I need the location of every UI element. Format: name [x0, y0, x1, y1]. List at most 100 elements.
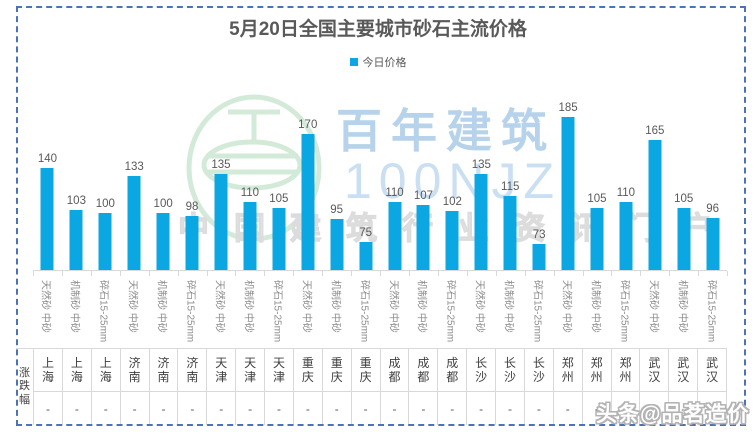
change-cell[interactable]: -: [334, 401, 339, 416]
tick: [34, 271, 63, 276]
legend-swatch-icon: [349, 58, 358, 66]
city-cell[interactable]: 上海: [62, 349, 91, 392]
change-cell[interactable]: -: [623, 401, 628, 416]
city-cell[interactable]: 济南: [149, 349, 178, 392]
x-axis-label: 碎石15-25mm: [705, 280, 717, 343]
table-row-header[interactable]: 涨跌幅: [16, 349, 34, 425]
tick: [699, 271, 729, 276]
city-cell[interactable]: 郑州: [582, 349, 611, 392]
city-cell[interactable]: 重庆: [322, 349, 351, 392]
bar[interactable]: [561, 117, 575, 270]
change-cell[interactable]: -: [74, 401, 79, 416]
table-column: 济南 -: [120, 349, 150, 425]
change-cell[interactable]: -: [479, 401, 484, 416]
x-axis-label: 机制砂 中砂: [502, 280, 514, 333]
change-cell[interactable]: -: [652, 401, 657, 416]
bar[interactable]: [185, 215, 199, 270]
bar[interactable]: [243, 202, 257, 270]
city-cell[interactable]: 长沙: [496, 349, 524, 392]
bar-slot: 170: [293, 100, 322, 270]
city-cell[interactable]: 济南: [120, 349, 149, 392]
city-cell[interactable]: 重庆: [351, 349, 380, 392]
city-cell[interactable]: 天津: [265, 349, 293, 392]
bar[interactable]: [330, 219, 344, 270]
city-cell[interactable]: 天津: [207, 349, 236, 392]
city-cell[interactable]: 郑州: [553, 349, 582, 392]
city-cell[interactable]: 武汉: [669, 349, 698, 392]
bar-value-label: 98: [185, 200, 199, 213]
city-cell[interactable]: 济南: [178, 349, 207, 392]
bar[interactable]: [127, 175, 141, 270]
table-column: 郑州 -: [611, 349, 641, 425]
legend-label: 今日价格: [362, 57, 407, 69]
change-cell[interactable]: -: [421, 401, 426, 416]
change-cell[interactable]: -: [536, 401, 541, 416]
bar[interactable]: [156, 213, 170, 270]
bar-value-label: 115: [501, 181, 520, 194]
change-cell[interactable]: -: [190, 401, 195, 416]
change-cell[interactable]: -: [103, 401, 108, 416]
tick: [670, 271, 700, 276]
bar[interactable]: [40, 168, 54, 270]
bar[interactable]: [359, 241, 373, 270]
bar[interactable]: [619, 202, 633, 270]
change-cell[interactable]: -: [276, 401, 281, 416]
city-cell[interactable]: 郑州: [611, 349, 640, 392]
city-cell[interactable]: 长沙: [524, 349, 553, 392]
bar[interactable]: [474, 173, 488, 270]
x-axis-label: 机制砂 中砂: [242, 280, 254, 333]
tick: [410, 271, 439, 276]
x-axis-label: 碎石15-25mm: [444, 280, 456, 343]
change-cell[interactable]: -: [507, 401, 512, 416]
change-cell[interactable]: -: [248, 401, 253, 416]
bar[interactable]: [706, 217, 720, 270]
table-column: 天津 -: [236, 349, 265, 425]
change-cell[interactable]: -: [363, 401, 368, 416]
city-cell[interactable]: 成都: [409, 349, 438, 392]
change-cell[interactable]: -: [45, 401, 50, 416]
bar-value-label: 140: [37, 153, 58, 165]
bar-value-label: 110: [616, 187, 636, 199]
bar[interactable]: [503, 196, 517, 270]
bar[interactable]: [272, 207, 286, 270]
tick: [294, 271, 324, 276]
change-cell[interactable]: -: [305, 401, 310, 416]
city-cell[interactable]: 长沙: [467, 349, 495, 392]
bar[interactable]: [69, 209, 83, 270]
bar[interactable]: [590, 207, 604, 270]
change-cell[interactable]: -: [392, 401, 397, 416]
change-cell[interactable]: -: [681, 401, 686, 416]
change-cell[interactable]: -: [710, 401, 715, 416]
bar-value-label: 100: [95, 198, 115, 211]
bar[interactable]: [301, 134, 315, 270]
city-cell[interactable]: 天津: [236, 349, 264, 392]
bar[interactable]: [445, 211, 459, 270]
city-cell[interactable]: 上海: [34, 349, 62, 392]
bar[interactable]: [388, 202, 402, 270]
bar[interactable]: [532, 243, 546, 270]
tick: [468, 271, 497, 276]
x-axis-label: 天然砂 中砂: [387, 280, 399, 333]
change-cell[interactable]: -: [594, 401, 599, 416]
change-cell[interactable]: -: [450, 401, 455, 416]
bar-slot: 133: [120, 100, 149, 270]
city-cell[interactable]: 上海: [91, 349, 120, 392]
city-cell[interactable]: 成都: [438, 349, 467, 392]
city-cell[interactable]: 成都: [380, 349, 409, 392]
change-cell[interactable]: -: [219, 401, 224, 416]
bar[interactable]: [98, 213, 112, 270]
city-cell[interactable]: 武汉: [640, 349, 669, 392]
bar[interactable]: [648, 139, 662, 270]
bar[interactable]: [416, 205, 430, 270]
x-axis-label: 碎石15-25mm: [531, 280, 543, 343]
table-column: 长沙 -: [524, 349, 554, 425]
change-cell[interactable]: -: [132, 401, 137, 416]
bar[interactable]: [677, 207, 691, 270]
change-cell[interactable]: -: [565, 401, 570, 416]
bar[interactable]: [214, 173, 228, 270]
bar-slot: 115: [496, 100, 525, 270]
city-cell[interactable]: 重庆: [293, 349, 322, 392]
city-cell[interactable]: 武汉: [698, 349, 726, 392]
change-cell[interactable]: -: [161, 401, 166, 416]
tick: [179, 271, 208, 276]
